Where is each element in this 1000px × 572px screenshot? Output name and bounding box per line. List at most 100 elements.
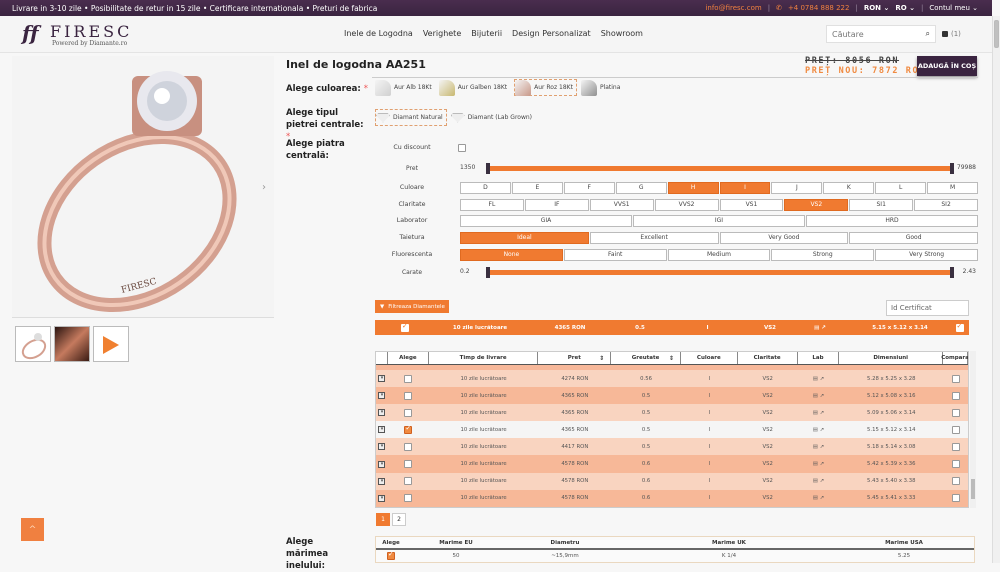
select-checkbox[interactable] <box>404 460 413 469</box>
carat-slider[interactable]: Carate 0.2 2.43 <box>401 267 976 278</box>
clarity-VVS1[interactable]: VVS1 <box>589 198 654 211</box>
color-option-platinum[interactable]: Platina <box>580 79 623 96</box>
nav-jewelry[interactable]: Bijuterii <box>471 29 503 38</box>
thumbnail-hand[interactable] <box>54 326 90 362</box>
clarity-SI1[interactable]: SI1 <box>849 198 914 211</box>
color-F[interactable]: F <box>563 181 615 194</box>
cut-very-good[interactable]: Very Good <box>719 231 849 244</box>
filter-diamonds-button[interactable]: ▼ Filtreaza Diamantele <box>375 300 449 313</box>
currency-select[interactable]: RON ⌄ <box>863 4 890 12</box>
color-H[interactable]: H <box>667 181 719 194</box>
select-checkbox[interactable] <box>404 391 413 400</box>
fluor-strong[interactable]: Strong <box>771 248 875 261</box>
stone-type-lab-grown[interactable]: Diamant (Lab Grown) <box>450 109 535 126</box>
scroll-to-top-button[interactable]: ^ <box>21 518 44 541</box>
clarity-FL[interactable]: FL <box>460 198 524 211</box>
compare-checkbox[interactable] <box>951 442 960 451</box>
discount-checkbox[interactable] <box>458 143 466 152</box>
expand-icon[interactable]: ▾ <box>378 392 386 400</box>
page-scrollbar[interactable] <box>992 16 1000 563</box>
add-to-cart-button[interactable]: ADAUGĂ ÎN COȘ <box>917 56 977 76</box>
compare-checkbox[interactable] <box>951 477 960 486</box>
compare-checkbox[interactable] <box>951 391 960 400</box>
clarity-IF[interactable]: IF <box>524 198 589 211</box>
compare-checkbox[interactable] <box>951 408 960 417</box>
nav-custom-design[interactable]: Design Personalizat <box>512 29 591 38</box>
table-row[interactable]: ▾ 10 zile lucrătoare 4578 RON 0.6 I VS2 ▤ ↗ 5.4… <box>376 472 968 490</box>
select-checkbox[interactable] <box>404 477 413 486</box>
compare-checkbox[interactable] <box>951 460 960 469</box>
certificate-link-icon[interactable]: ▤ ↗ <box>812 495 825 502</box>
compare-checkbox[interactable] <box>951 374 960 383</box>
certificate-link-icon[interactable]: ▤ ↗ <box>812 409 825 416</box>
expand-icon[interactable]: ▾ <box>378 409 386 417</box>
thumbnail-ring[interactable] <box>15 326 51 362</box>
slider-handle-min[interactable] <box>486 163 490 174</box>
sort-price[interactable]: Pret ⇕ <box>538 352 612 364</box>
color-M[interactable]: M <box>927 181 979 194</box>
nav-wedding-bands[interactable]: Verighete <box>422 29 462 38</box>
slider-handle-max[interactable] <box>950 267 954 278</box>
color-K[interactable]: K <box>823 181 875 194</box>
color-D[interactable]: D <box>460 181 511 194</box>
email-link[interactable]: info@firesc.com <box>705 4 762 12</box>
color-option-yellow-gold[interactable]: Aur Galben 18Kt <box>438 79 510 96</box>
account-menu[interactable]: Contul meu ⌄ <box>929 4 978 12</box>
cut-ideal[interactable]: Ideal <box>460 231 589 244</box>
select-checkbox[interactable] <box>404 494 413 503</box>
certificate-icon[interactable]: ▤ ↗ <box>814 324 826 331</box>
page-2[interactable]: 2 <box>392 513 406 526</box>
certificate-link-icon[interactable]: ▤ ↗ <box>812 375 825 382</box>
select-checkbox[interactable] <box>404 408 413 417</box>
logo[interactable]: ff FIRESC Powered by Diamante.ro <box>22 21 132 49</box>
clarity-VS1[interactable]: VS1 <box>719 198 784 211</box>
color-L[interactable]: L <box>875 181 927 194</box>
table-row[interactable]: ▾ 10 zile lucrătoare 4578 RON 0.6 I VS2 ▤ ↗ 5.4… <box>376 489 968 507</box>
expand-icon[interactable]: ▾ <box>378 477 386 485</box>
color-J[interactable]: J <box>771 181 823 194</box>
cart-button[interactable]: (1) <box>942 25 972 43</box>
fluor-medium[interactable]: Medium <box>667 248 771 261</box>
size-checkbox[interactable] <box>387 550 395 560</box>
clarity-SI2[interactable]: SI2 <box>914 198 978 211</box>
color-option-rose-gold[interactable]: Aur Roz 18Kt <box>514 79 577 96</box>
table-row[interactable]: ▾ 10 zile lucrătoare 4274 RON 0.56 I VS2 ▤ ↗ 5.… <box>376 370 968 388</box>
certificate-link-icon[interactable]: ▤ ↗ <box>812 392 825 399</box>
certificate-link-icon[interactable]: ▤ ↗ <box>812 478 825 485</box>
next-image-arrow[interactable]: › <box>262 182 266 193</box>
nav-showroom[interactable]: Showroom <box>600 29 643 38</box>
clarity-VVS2[interactable]: VVS2 <box>654 198 719 211</box>
expand-icon[interactable]: ▾ <box>378 426 386 434</box>
size-row[interactable]: 50 ~15,9mm K 1/4 5.25 <box>376 550 974 562</box>
table-scrollbar[interactable] <box>970 351 976 508</box>
expand-icon[interactable]: ▾ <box>378 494 386 502</box>
select-checkbox[interactable] <box>404 424 413 434</box>
slider-handle-max[interactable] <box>950 163 954 174</box>
table-row[interactable]: ▾ 10 zile lucrătoare 4417 RON 0.5 I VS2 ▤ ↗ 5.1… <box>376 438 968 456</box>
certificate-link-icon[interactable]: ▤ ↗ <box>812 461 825 468</box>
page-1[interactable]: 1 <box>376 513 390 526</box>
expand-icon[interactable]: ▾ <box>378 460 386 468</box>
compare-checkbox[interactable] <box>951 425 960 434</box>
price-slider[interactable]: Pret 1350 79988 <box>406 163 976 174</box>
color-option-white-gold[interactable]: Aur Alb 18Kt <box>375 79 435 96</box>
table-row[interactable]: ▾ 10 zile lucrătoare 4578 RON 0.6 I VS2 ▤ ↗ 5.4… <box>376 455 968 473</box>
expand-icon[interactable]: ▾ <box>378 443 386 451</box>
sort-weight[interactable]: Greutate ⇕ <box>611 352 681 364</box>
slider-handle-min[interactable] <box>486 267 490 278</box>
lab-HRD[interactable]: HRD <box>806 214 978 227</box>
cut-good[interactable]: Good <box>849 231 978 244</box>
certificate-link-icon[interactable]: ▤ ↗ <box>812 443 825 450</box>
phone-link[interactable]: +4 0784 888 222 <box>787 4 850 12</box>
stone-type-natural[interactable]: Diamant Natural <box>375 109 447 126</box>
certificate-id-input[interactable]: Id Certificat <box>886 300 969 316</box>
color-E[interactable]: E <box>511 181 563 194</box>
fluor-none[interactable]: None <box>460 248 563 261</box>
selected-checkbox[interactable] <box>401 322 409 332</box>
compare-checkbox[interactable] <box>951 494 960 503</box>
color-I[interactable]: I <box>719 181 771 194</box>
product-main-image[interactable]: FIRESC <box>12 56 274 318</box>
search-icon[interactable]: ⌕ <box>925 29 930 38</box>
